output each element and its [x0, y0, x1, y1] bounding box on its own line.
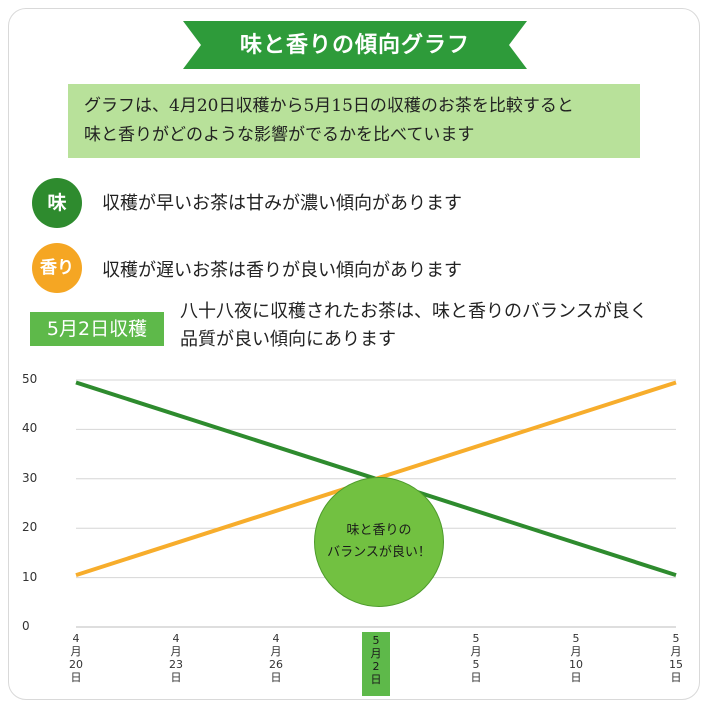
- ribbon-shape: [183, 21, 527, 69]
- y-tick-label: 0: [22, 619, 30, 633]
- x-tick-label: 4 月 26 日: [269, 632, 283, 684]
- x-tick-label: 5 月 10 日: [569, 632, 583, 684]
- x-tick-label: 5 月 15 日: [669, 632, 683, 684]
- intro-note: グラフは、4月20日収穫から5月15日の収穫のお茶を比較すると 味と香りがどのよ…: [68, 84, 640, 158]
- highlight-line-1: 八十八夜に収穫されたお茶は、味と香りのバランスが良く: [180, 301, 648, 322]
- bubble-line-2: バランスが良い！: [327, 545, 431, 560]
- aroma-description: 収穫が遅いお茶は香りが良い傾向があります: [102, 260, 462, 281]
- intro-line-1: グラフは、4月20日収穫から5月15日の収穫のお茶を比較すると: [84, 96, 574, 116]
- highlight-line-2: 品質が良い傾向にあります: [180, 329, 396, 350]
- intro-line-2: 味と香りがどのような影響がでるかを比べています: [84, 125, 475, 145]
- taste-description: 収穫が早いお茶は甘みが濃い傾向があります: [102, 193, 462, 214]
- y-tick-label: 40: [22, 421, 38, 436]
- x-tick-label: 4 月 23 日: [169, 632, 183, 684]
- y-tick-label: 10: [22, 569, 38, 584]
- aroma-badge: 香り: [32, 243, 82, 293]
- bubble-line-1: 味と香りの: [346, 523, 412, 538]
- highlight-tag: 5月2日収穫: [30, 312, 164, 346]
- y-tick-label: 30: [22, 470, 38, 485]
- x-tick-label: 4 月 20 日: [69, 632, 83, 684]
- taste-badge: 味: [32, 178, 82, 228]
- highlight-text: 八十八夜に収穫されたお茶は、味と香りのバランスが良く 品質が良い傾向にあります: [180, 298, 648, 354]
- y-tick-label: 50: [22, 372, 38, 386]
- page-title: 味と香りの傾向グラフ: [239, 32, 470, 58]
- balance-bubble: 味と香りの バランスが良い！: [314, 477, 444, 607]
- title-ribbon: 味と香りの傾向グラフ: [183, 21, 527, 69]
- y-tick-label: 20: [22, 520, 38, 535]
